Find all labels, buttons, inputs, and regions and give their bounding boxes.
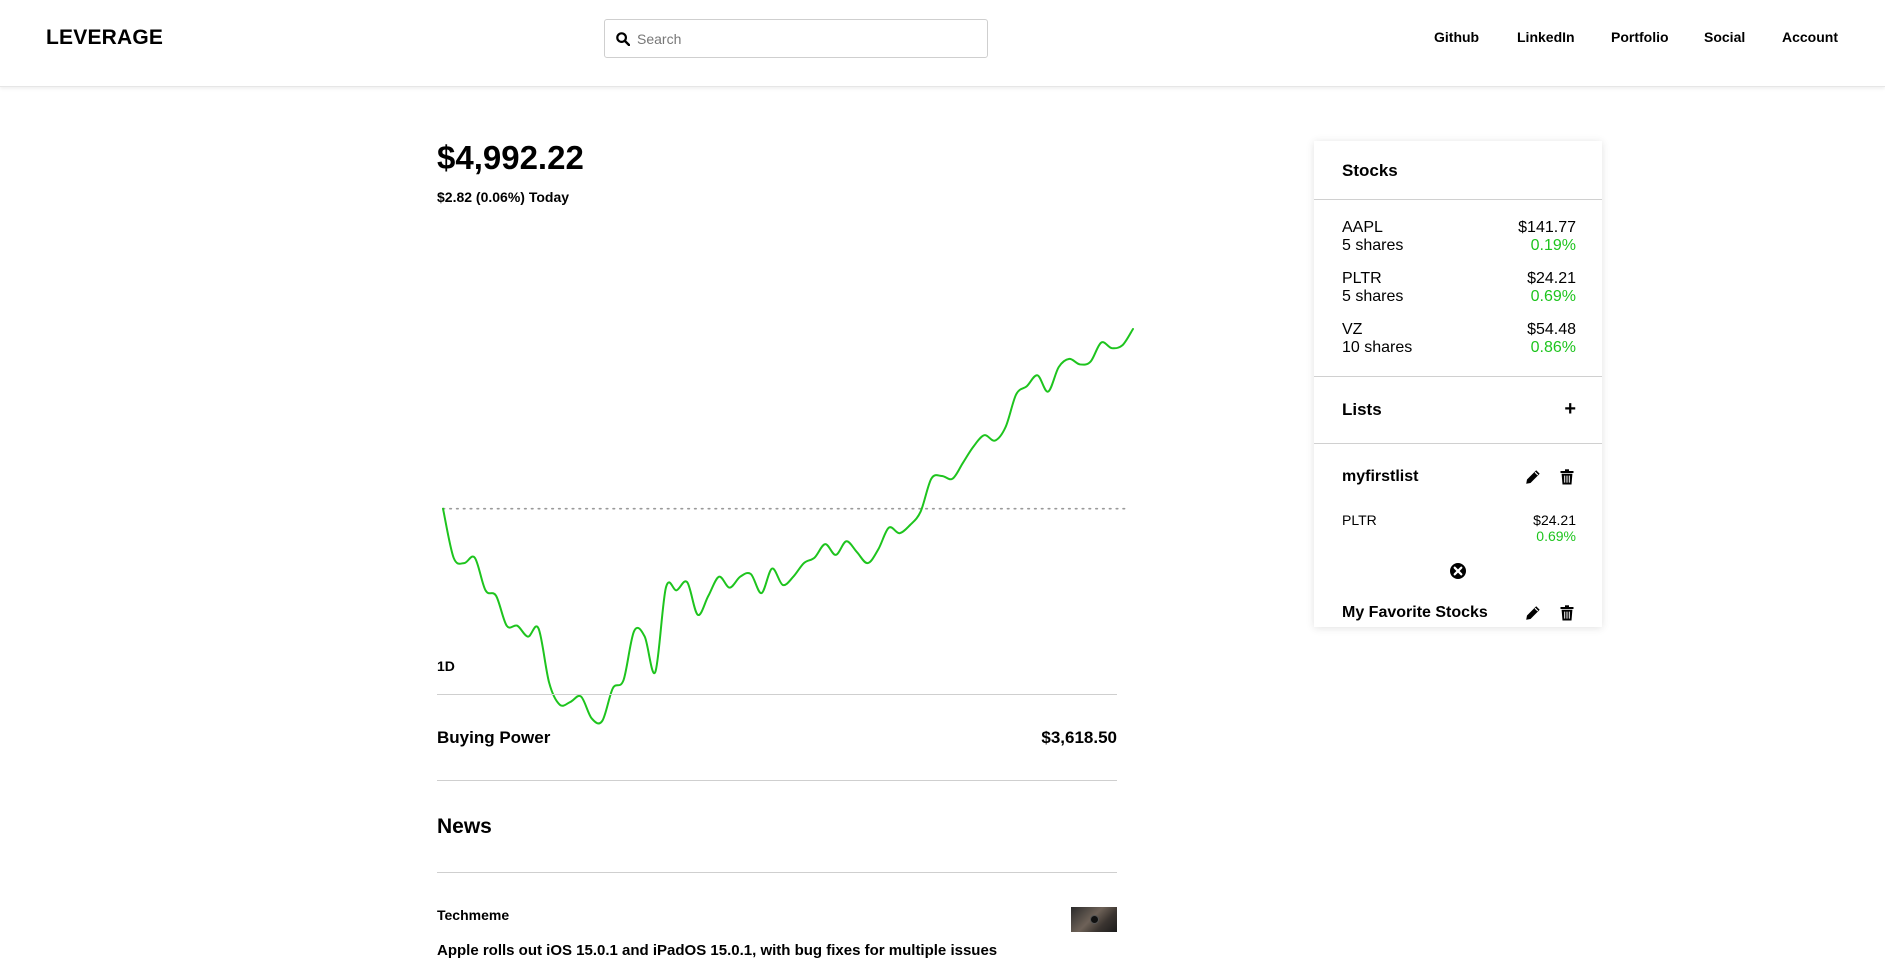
top-navbar: LEVERAGE Github LinkedIn Portfolio Socia… [0,0,1885,87]
list-stock-symbol: PLTR [1342,512,1377,528]
pencil-icon [1526,470,1540,484]
trash-icon [1560,605,1574,621]
lists-heading: Lists [1342,400,1382,419]
stock-change: 0.86% [1530,339,1576,356]
stock-shares: 5 shares [1342,288,1404,305]
list-name[interactable]: My Favorite Stocks [1342,604,1488,621]
list-stock-price: $24.21 [1533,512,1576,528]
news-heading: News [437,815,492,838]
list-header: myfirstlist [1342,468,1576,486]
divider [1314,443,1602,444]
divider [1314,199,1602,200]
stock-symbol: PLTR [1342,270,1382,287]
divider [437,694,1117,695]
nav-linkedin[interactable]: LinkedIn [1517,29,1575,45]
pencil-icon [1526,606,1540,620]
buying-power-value: $3,618.50 [1041,728,1117,747]
list-name[interactable]: myfirstlist [1342,468,1419,485]
nav-social[interactable]: Social [1704,29,1746,45]
stock-change: 0.69% [1530,288,1576,305]
stock-symbol: VZ [1342,321,1363,338]
stock-row[interactable]: VZ 10 shares $54.48 0.86% [1342,321,1576,361]
stocks-heading: Stocks [1342,161,1398,180]
news-source: Techmeme [437,907,510,923]
search-icon [605,20,635,57]
stock-row[interactable]: AAPL 5 shares $141.77 0.19% [1342,219,1576,259]
divider [1314,376,1602,377]
edit-list-button[interactable] [1524,604,1542,622]
divider [437,872,1117,873]
app-logo[interactable]: LEVERAGE [46,26,164,49]
buying-power-label: Buying Power [437,728,551,747]
stock-price: $54.48 [1527,321,1576,338]
nav-github[interactable]: Github [1434,29,1480,45]
portfolio-main: $4,992.22 $2.82 (0.06%) Today 1D Buying … [437,87,1134,959]
list-stock-row[interactable]: PLTR $24.21 0.69% [1342,512,1576,546]
stock-row[interactable]: PLTR 5 shares $24.21 0.69% [1342,270,1576,310]
close-circle-icon [1450,563,1466,579]
chart-series-line [442,328,1134,725]
stock-price: $141.77 [1518,219,1576,236]
edit-list-button[interactable] [1524,468,1542,486]
stock-change: 0.19% [1530,237,1576,254]
divider [437,780,1117,781]
portfolio-change-today: $2.82 (0.06%) Today [437,189,570,205]
portfolio-balance: $4,992.22 [437,139,584,176]
search-input[interactable] [635,20,987,57]
portfolio-line-chart[interactable] [437,239,1137,739]
list-header: My Favorite Stocks [1342,604,1576,622]
remove-stock-button[interactable] [1449,562,1467,580]
range-1d-button[interactable]: 1D [437,658,455,674]
list-stock-change: 0.69% [1536,528,1576,544]
add-list-button[interactable]: + [1564,398,1576,420]
trash-icon [1560,469,1574,485]
delete-list-button[interactable] [1558,468,1576,486]
watchlist-panel: Stocks AAPL 5 shares $141.77 0.19% PLTR … [1314,141,1602,627]
stock-shares: 5 shares [1342,237,1404,254]
stock-symbol: AAPL [1342,219,1383,236]
delete-list-button[interactable] [1558,604,1576,622]
nav-account[interactable]: Account [1782,29,1838,45]
search-box[interactable] [604,19,988,58]
stock-shares: 10 shares [1342,339,1413,356]
nav-portfolio[interactable]: Portfolio [1611,29,1669,45]
stock-price: $24.21 [1527,270,1576,287]
news-thumbnail[interactable] [1071,907,1117,932]
